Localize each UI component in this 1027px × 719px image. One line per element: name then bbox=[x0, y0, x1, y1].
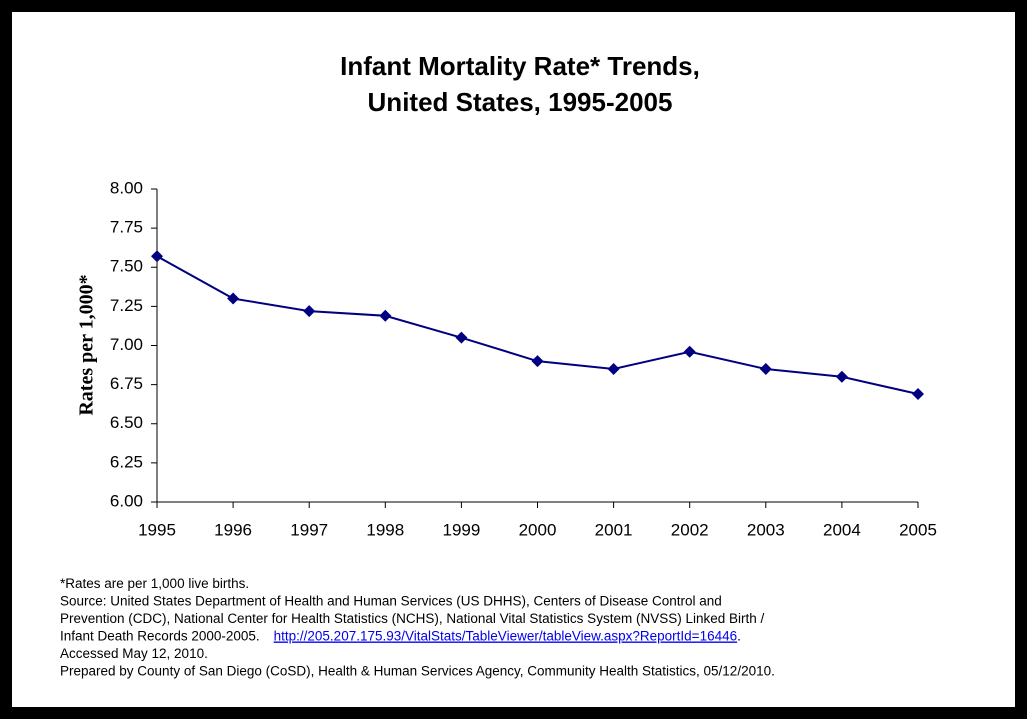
x-tick-label: 2005 bbox=[899, 520, 937, 539]
footnote: Source: United States Department of Heal… bbox=[60, 594, 722, 609]
x-tick-label: 2003 bbox=[747, 520, 785, 539]
y-tick-label: 7.75 bbox=[110, 218, 143, 237]
data-point bbox=[759, 362, 772, 375]
source-link: http://205.207.175.93/VitalStats/TableVi… bbox=[274, 629, 737, 644]
x-tick-label: 1998 bbox=[366, 520, 404, 539]
y-tick-label: 7.00 bbox=[110, 335, 143, 354]
data-point bbox=[683, 345, 696, 358]
footnote: *Rates are per 1,000 live births. bbox=[60, 576, 249, 591]
x-tick-label: 1999 bbox=[442, 520, 480, 539]
y-tick-label: 7.25 bbox=[110, 296, 143, 315]
y-tick-label: 7.50 bbox=[110, 257, 143, 276]
y-tick-label: 6.00 bbox=[110, 491, 143, 510]
x-tick-label: 2001 bbox=[595, 520, 633, 539]
data-point bbox=[151, 250, 163, 263]
footnote: Prevention (CDC), National Center for He… bbox=[60, 611, 764, 626]
footnote: . bbox=[737, 629, 741, 644]
data-point bbox=[531, 355, 544, 368]
data-point bbox=[303, 305, 316, 318]
x-tick-label: 2000 bbox=[519, 520, 557, 539]
data-point bbox=[227, 292, 240, 305]
footnote: Accessed May 12, 2010. bbox=[60, 646, 208, 661]
background bbox=[12, 12, 1015, 707]
x-tick-label: 1995 bbox=[138, 520, 176, 539]
footnote: Prepared by County of San Diego (CoSD), … bbox=[60, 664, 775, 679]
data-point bbox=[912, 388, 924, 401]
footnote: Infant Death Records 2000-2005. bbox=[60, 629, 260, 644]
data-point bbox=[455, 331, 468, 344]
x-tick-label: 1997 bbox=[290, 520, 328, 539]
y-axis-label: Rates per 1,000* bbox=[76, 274, 98, 415]
y-tick-label: 6.75 bbox=[110, 374, 143, 393]
x-tick-label: 2002 bbox=[671, 520, 709, 539]
chart-title: Infant Mortality Rate* Trends, bbox=[340, 51, 700, 81]
y-tick-label: 6.25 bbox=[110, 452, 143, 471]
y-tick-label: 6.50 bbox=[110, 413, 143, 432]
data-point bbox=[607, 362, 620, 375]
y-tick-label: 8.00 bbox=[110, 178, 143, 197]
x-tick-label: 2004 bbox=[823, 520, 861, 539]
x-tick-label: 1996 bbox=[214, 520, 252, 539]
data-point bbox=[379, 309, 392, 322]
data-point bbox=[835, 370, 848, 383]
chart-title: United States, 1995-2005 bbox=[368, 87, 673, 117]
